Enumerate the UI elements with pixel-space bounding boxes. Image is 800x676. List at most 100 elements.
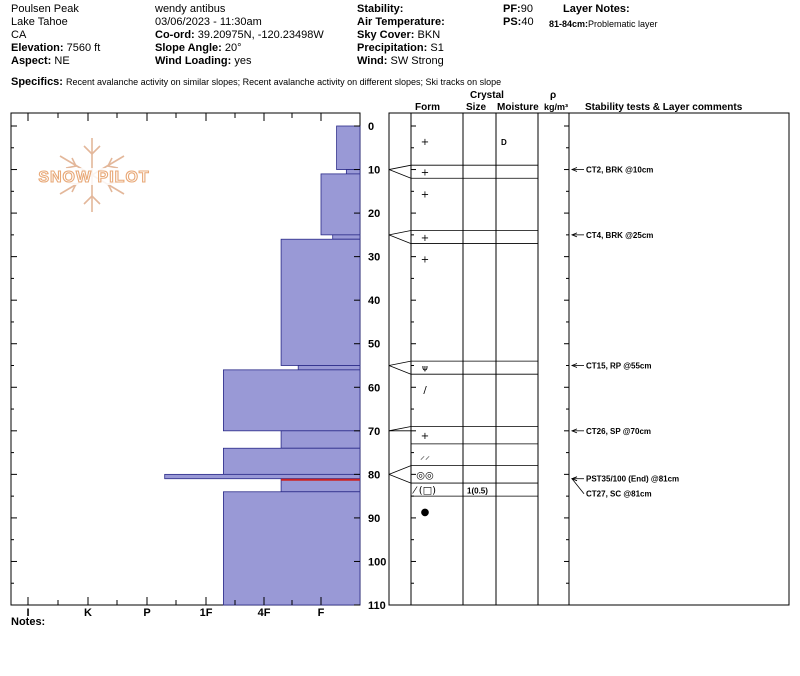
layer-table-rows: + D + + + + ᴪ / + ⸝⸝ ◎◎ ⁄ (□) 1(0.5) ● — [388, 137, 538, 518]
crystal-form: / — [423, 385, 427, 396]
layer-note-item: 81-84cm:Problematic layer — [549, 18, 658, 31]
crystal-form: ● — [421, 507, 430, 518]
header-moisture: Moisture — [497, 102, 539, 113]
layer-notes: Layer Notes: — [563, 3, 630, 16]
arrow-icon — [570, 167, 578, 172]
depth-tick-label: 100 — [368, 556, 386, 568]
hardness-layers — [164, 125, 361, 606]
hardness-tick-label: P — [143, 607, 150, 619]
conditions-info: Stability: Air Temperature: Sky Cover: B… — [357, 3, 445, 68]
slope-row: Slope Angle: 20° — [155, 42, 242, 54]
arrow-icon — [570, 476, 578, 482]
sky-row: Sky Cover: BKN — [357, 29, 441, 41]
layer-note-range: 81-84cm: — [549, 19, 589, 29]
pf-row: PF:90 — [503, 3, 533, 15]
hardness-layer — [222, 369, 361, 432]
depth-tick-label: 40 — [368, 295, 380, 307]
crystal-form: + — [421, 189, 429, 200]
depth-tick-label: 10 — [368, 165, 380, 177]
depth-connector — [388, 365, 412, 375]
stability-row: Stability: — [357, 3, 404, 15]
hardness-tick-label: F — [318, 607, 325, 619]
stability-test-label: CT26, SP @70cm — [586, 427, 651, 436]
crystal-form: ◎◎ — [416, 470, 433, 481]
state-name: CA — [11, 29, 27, 41]
hardness-layer — [320, 173, 361, 236]
elevation-row: Elevation: 7560 ft — [11, 42, 101, 54]
depth-tick-label: 50 — [368, 339, 380, 351]
depth-connector — [388, 234, 412, 244]
aspect-row: Aspect: NE — [11, 55, 70, 67]
specifics-label: Specifics: — [11, 76, 63, 88]
logo-text: SNOW PILOT — [38, 169, 149, 186]
crystal-form: + — [421, 168, 429, 179]
depth-tick-label: 0 — [368, 121, 374, 133]
stability-test-label: CT15, RP @55cm — [586, 362, 651, 371]
depth-tick-label: 70 — [368, 426, 380, 438]
hardness-layer — [345, 169, 361, 175]
crystal-form: + — [421, 233, 429, 244]
observation-datetime: 03/06/2023 - 11:30am — [155, 16, 262, 28]
header-density: kg/m³ — [544, 102, 568, 112]
snowpilot-logo: SNOW PILOT — [33, 138, 155, 212]
observer-name: wendy antibus — [155, 3, 226, 15]
depth-connector — [388, 169, 412, 179]
header-crystal: Crystal — [470, 90, 504, 101]
stability-test-label: PST35/100 (End) @81cm — [586, 475, 679, 484]
notes-label: Notes: — [11, 616, 46, 628]
hardness-layer — [280, 238, 361, 366]
crystal-form: + — [421, 255, 429, 266]
hardness-tick-label: I — [26, 607, 29, 619]
hardness-layer — [222, 447, 361, 475]
area-name: Lake Tahoe — [11, 16, 68, 28]
header-tests: Stability tests & Layer comments — [585, 102, 743, 113]
depth-connector — [388, 230, 412, 236]
hardness-axis: I K P 1F 4F F — [26, 113, 325, 619]
ps-row: PS:40 — [503, 16, 534, 28]
depth-connector — [388, 360, 412, 366]
depth-tick-label: 20 — [368, 208, 380, 220]
hardness-tick-label: K — [84, 607, 92, 619]
location-name: Poulsen Peak — [11, 3, 79, 15]
site-info: Poulsen Peak Lake Tahoe CA Elevation: 75… — [11, 3, 100, 68]
penetration-info: PF:90 PS:40 — [503, 3, 534, 29]
depth-tick-label: 60 — [368, 382, 380, 394]
layer-table-frame — [388, 112, 790, 606]
layer-notes-title: Layer Notes: — [563, 3, 630, 15]
stability-tests: CT2, BRK @10cm CT4, BRK @25cm CT15, RP @55… — [570, 166, 679, 499]
observation-info: wendy antibus 03/06/2023 - 11:30am Co-or… — [155, 3, 324, 68]
air-temp-row: Air Temperature: — [357, 16, 445, 28]
arrow-icon — [570, 428, 578, 434]
layer-note-text: Problematic layer — [588, 19, 658, 29]
hardness-layer — [164, 473, 361, 480]
crystal-form: ⸝⸝ — [420, 451, 430, 462]
stability-test-label: CT2, BRK @10cm — [586, 166, 653, 175]
depth-tick-label: 110 — [368, 600, 386, 612]
precip-row: Precipitation: S1 — [357, 42, 444, 54]
depth-tick-label: 30 — [368, 252, 380, 264]
crystal-form: + — [421, 137, 429, 148]
depth-tick-label: 80 — [368, 469, 380, 481]
arrow-icon — [570, 363, 578, 368]
header-rho: ρ — [550, 90, 556, 101]
hardness-layer — [280, 430, 361, 449]
specifics-row: Specifics: Recent avalanche activity on … — [11, 76, 501, 89]
hardness-layer — [332, 234, 361, 240]
header-form: Form — [415, 102, 440, 113]
wind-row: Wind: SW Strong — [357, 55, 444, 67]
hardness-layer — [222, 491, 361, 606]
hardness-tick-label: 1F — [200, 607, 213, 619]
specifics-text: Recent avalanche activity on similar slo… — [66, 77, 502, 87]
arrow-icon — [570, 232, 578, 238]
crystal-form: ⁄ (□) — [412, 486, 436, 497]
hardness-tick-label: 4F — [258, 607, 271, 619]
stability-test-label: CT4, BRK @25cm — [586, 231, 653, 240]
depth-connector — [388, 465, 412, 475]
wind-loading-row: Wind Loading: yes — [155, 55, 252, 67]
depth-connector — [388, 473, 412, 484]
test-leader-line — [571, 478, 585, 494]
header-size: Size — [466, 102, 486, 113]
crystal-form: + — [421, 431, 429, 442]
depth-connector — [388, 164, 412, 170]
